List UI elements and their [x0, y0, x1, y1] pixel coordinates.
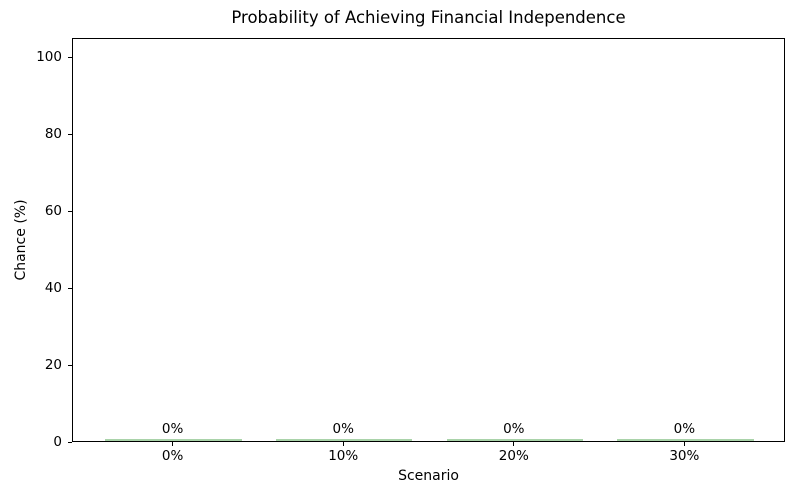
y-tick-label: 60 — [44, 203, 62, 220]
x-axis-tick — [513, 442, 515, 446]
bar — [617, 439, 754, 441]
y-axis-tick — [68, 133, 72, 135]
y-axis-label: Chance (%) — [13, 199, 29, 281]
chart-title: Probability of Achieving Financial Indep… — [231, 8, 626, 27]
bar — [446, 439, 583, 441]
y-axis-tick — [68, 441, 72, 443]
bar — [105, 439, 242, 441]
x-tick-label: 0% — [161, 448, 184, 464]
y-tick-label: 20 — [44, 357, 62, 374]
y-tick-label: 40 — [44, 280, 62, 297]
y-axis-tick — [68, 56, 72, 58]
x-axis-tick — [172, 442, 174, 446]
y-axis-tick — [68, 287, 72, 289]
bar-value-label: 0% — [332, 421, 354, 437]
y-tick-label: 0 — [53, 434, 62, 450]
x-tick-label: 10% — [328, 448, 359, 464]
x-tick-label: 20% — [498, 448, 529, 464]
x-axis-label: Scenario — [398, 468, 459, 484]
y-axis-tick — [68, 364, 72, 366]
x-axis-tick — [683, 442, 685, 446]
x-tick-label: 30% — [669, 448, 700, 464]
bar — [275, 439, 413, 441]
y-tick-label: 80 — [44, 126, 62, 143]
y-tick-label: 100 — [36, 49, 62, 66]
bar-value-label: 0% — [161, 421, 184, 437]
plot-area — [72, 38, 785, 442]
y-axis-tick — [68, 210, 72, 212]
bar-value-label: 0% — [673, 421, 696, 437]
x-axis-tick — [342, 442, 344, 446]
bar-value-label: 0% — [503, 421, 525, 437]
